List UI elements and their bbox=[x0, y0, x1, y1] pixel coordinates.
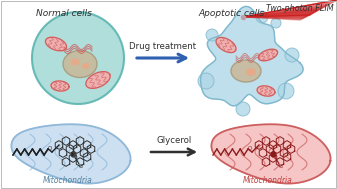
Circle shape bbox=[278, 83, 294, 99]
Polygon shape bbox=[243, 8, 321, 19]
Text: Cl: Cl bbox=[279, 163, 283, 169]
Circle shape bbox=[256, 11, 268, 23]
Circle shape bbox=[271, 18, 281, 28]
Text: Normal cells: Normal cells bbox=[36, 9, 92, 18]
Polygon shape bbox=[243, 2, 333, 17]
Text: Drug treatment: Drug treatment bbox=[129, 42, 196, 51]
Ellipse shape bbox=[82, 63, 90, 69]
Text: O: O bbox=[48, 146, 52, 150]
Polygon shape bbox=[11, 124, 130, 184]
Circle shape bbox=[285, 48, 299, 62]
Ellipse shape bbox=[70, 59, 80, 66]
Polygon shape bbox=[45, 37, 66, 51]
Text: Two-photon FLIM: Two-photon FLIM bbox=[266, 4, 334, 13]
Polygon shape bbox=[243, 0, 337, 17]
Text: Ir: Ir bbox=[71, 152, 75, 156]
Polygon shape bbox=[86, 72, 110, 88]
Circle shape bbox=[198, 73, 214, 89]
Text: Apoptotic cells: Apoptotic cells bbox=[198, 9, 264, 18]
Polygon shape bbox=[257, 86, 275, 96]
Polygon shape bbox=[201, 6, 303, 106]
Text: Mitochondria: Mitochondria bbox=[243, 176, 293, 185]
Ellipse shape bbox=[231, 60, 261, 82]
Polygon shape bbox=[243, 0, 337, 17]
Polygon shape bbox=[243, 10, 317, 20]
Circle shape bbox=[32, 12, 124, 104]
Polygon shape bbox=[211, 124, 331, 184]
Text: Ir: Ir bbox=[271, 152, 275, 156]
Text: Cl: Cl bbox=[79, 163, 83, 169]
Circle shape bbox=[236, 102, 250, 116]
Polygon shape bbox=[243, 4, 329, 17]
Polygon shape bbox=[243, 6, 325, 18]
Ellipse shape bbox=[246, 68, 256, 76]
Text: Mitochondria: Mitochondria bbox=[43, 176, 93, 185]
Ellipse shape bbox=[63, 50, 97, 77]
Text: Glycerol: Glycerol bbox=[156, 136, 192, 145]
Polygon shape bbox=[51, 81, 69, 91]
Text: O: O bbox=[248, 146, 252, 150]
Circle shape bbox=[206, 29, 218, 41]
Polygon shape bbox=[216, 37, 236, 53]
Polygon shape bbox=[258, 49, 278, 61]
